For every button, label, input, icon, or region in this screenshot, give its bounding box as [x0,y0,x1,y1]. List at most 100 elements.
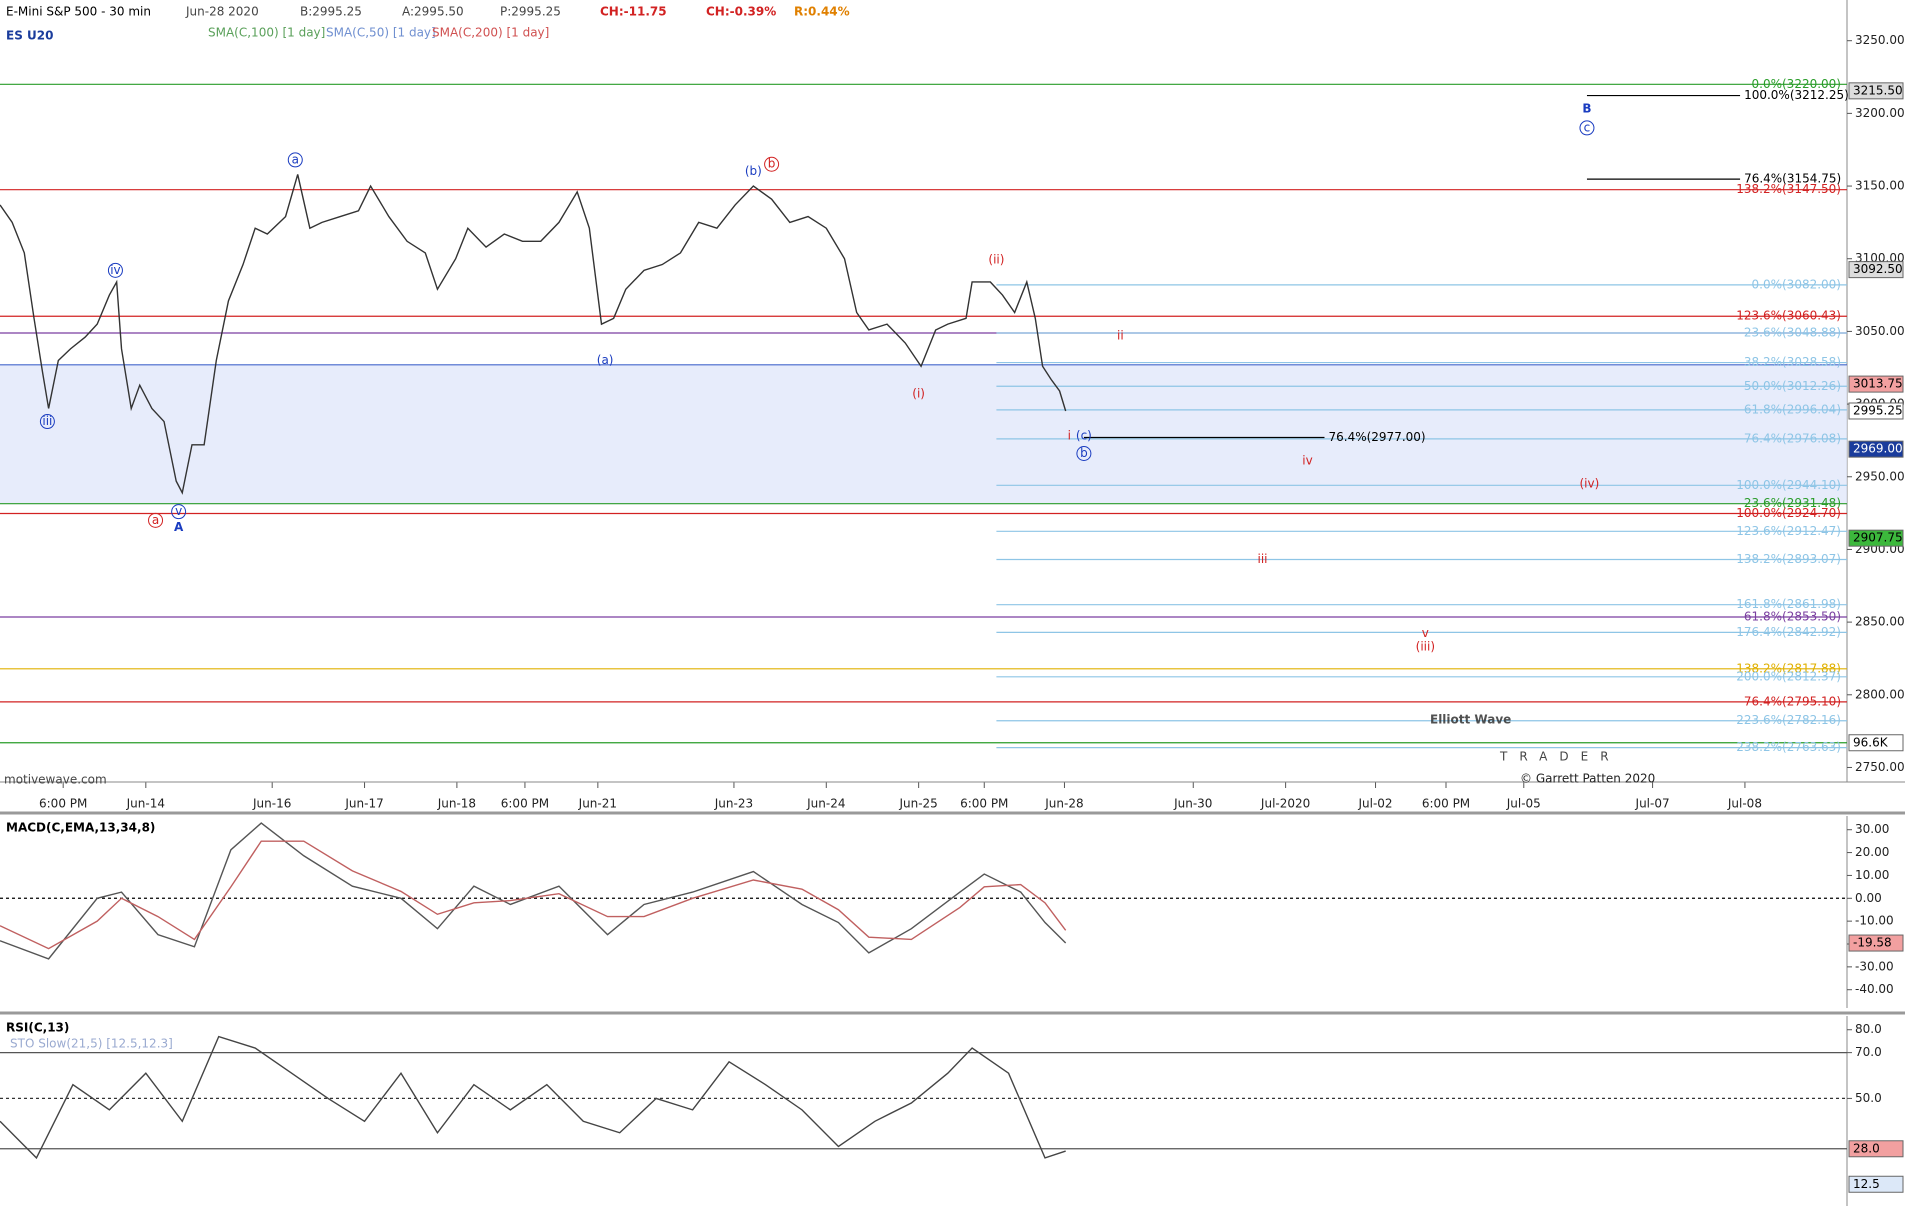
price-tag [1848,1175,1904,1193]
quote-info: CH:-11.75 [600,5,667,19]
wave-label: A [174,520,184,534]
wave-circle [287,152,303,168]
level-label: 76.4%(2976.08) [1744,431,1841,445]
wave-label: iii [42,414,52,428]
level-label: 176.4%(2842.92) [1736,625,1841,639]
x-tick-label: Jun-24 [806,797,845,811]
price-tag [1848,529,1904,547]
y-tick-label: -40.00 [1855,982,1894,996]
x-tick-label: Jul-02 [1357,797,1392,811]
x-tick-label: 6:00 PM [501,797,549,811]
wave-circle [148,512,164,528]
chart-title: E-Mini S&P 500 - 30 min [6,5,151,19]
level-label: 100.0%(2944.10) [1736,478,1841,492]
wave-label: (i) [912,386,925,400]
wave-label: c [1584,120,1591,134]
x-tick-label: 6:00 PM [1422,797,1470,811]
level-label: 23.6%(3048.88) [1744,326,1841,340]
symbol: ES U20 [6,29,53,43]
price-tag-label: 28.0 [1853,1141,1880,1155]
study-label: SMA(C,100) [1 day] [208,26,325,40]
wave-label: (iii) [1416,639,1435,653]
study-label: SMA(C,200) [1 day] [432,26,549,40]
level-label: 23.6%(2931.48) [1744,496,1841,510]
quote-info: B:2995.25 [300,5,362,19]
wave-circle [107,262,123,278]
wave-circle [1076,446,1092,462]
x-tick-label: Jun-28 [1044,797,1083,811]
quote-info: A:2995.50 [402,5,464,19]
x-tick-label: Jun-16 [252,797,291,811]
price-tag-label: 3215.50 [1853,83,1903,97]
level-label: 200.0%(2812.37) [1736,669,1841,683]
x-tick-label: 6:00 PM [39,797,87,811]
wave-label: (c) [1076,429,1092,443]
x-tick-label: Jun-21 [578,797,617,811]
level-label: 76.4%(2795.10) [1744,694,1841,708]
level-label: 161.8%(2861.98) [1736,597,1841,611]
x-tick-label: Jun-23 [714,797,753,811]
price-tag [1848,734,1904,752]
level-label: 123.6%(3060.43) [1736,309,1841,323]
x-tick-label: Jul-07 [1635,797,1670,811]
x-tick-label: Jun-17 [344,797,383,811]
credit: motivewave.com [4,773,107,787]
price-tag [1848,1140,1904,1158]
x-tick-label: Jul-05 [1506,797,1541,811]
wave-label: v [1422,626,1429,640]
level-label: 138.2%(3147.50) [1736,182,1841,196]
price-tag-label: 3013.75 [1853,377,1903,391]
shaded-zone [0,364,1847,504]
y-tick-label: 3250.00 [1855,33,1905,47]
level-label: 38.2%(3028.58) [1744,355,1841,369]
price-tag-label: 2907.75 [1853,531,1903,545]
panel-title: MACD(C,EMA,13,34,8) [6,821,155,835]
price-tag [1848,82,1904,100]
price-tag [1848,934,1904,952]
y-tick-label: -10.00 [1855,914,1894,928]
y-tick-label: 50.0 [1855,1091,1882,1105]
level-label: 123.6%(2912.47) [1736,524,1841,538]
price-tag-label: 12.5 [1853,1177,1880,1191]
wave-label: (iv) [1579,477,1599,491]
wave-circle [171,504,187,520]
wave-label: a [292,152,299,166]
level-label: 76.4%(2977.00) [1328,430,1425,444]
y-tick-label: 3150.00 [1855,179,1905,193]
y-tick-label: 3200.00 [1855,106,1905,120]
level-label: 238.2%(2763.63) [1736,740,1841,754]
wave-circle [764,156,780,172]
watermark: Elliott Wave [1430,713,1511,727]
price-tag [1848,402,1904,420]
x-tick-label: 6:00 PM [960,797,1008,811]
y-tick-label: 20.00 [1855,845,1889,859]
panel-subtitle: STO Slow(21,5) [12.5,12.3] [10,1037,173,1051]
quote-info: P:2995.25 [500,5,561,19]
y-tick-label: 80.0 [1855,1022,1882,1036]
price-line [0,174,1067,495]
wave-circle [1579,120,1595,136]
level-label: 50.0%(3012.26) [1744,379,1841,393]
x-tick-label: Jul-08 [1727,797,1762,811]
level-label: 61.8%(2996.04) [1744,402,1841,416]
level-label: 0.0%(3082.00) [1752,277,1841,291]
wave-label: b [768,157,776,171]
price-tag [1848,440,1904,458]
price-tag-label: 96.6K [1853,735,1889,749]
quote-info: CH:-0.39% [706,5,776,19]
wave-label: iii [1258,552,1268,566]
level-label: 100.0%(2924.70) [1736,506,1841,520]
y-tick-label: 3050.00 [1855,324,1905,338]
y-tick-label: 2950.00 [1855,469,1905,483]
wave-label: i [1068,429,1071,443]
copyright: © Garrett Patten 2020 [1520,772,1655,786]
wave-label: a [152,513,159,527]
y-tick-label: 0.00 [1855,891,1882,905]
wave-label: v [175,504,182,518]
price-tag-label: 2969.00 [1853,442,1903,456]
price-tag-label: 2995.25 [1853,403,1903,417]
wave-label: (ii) [988,253,1004,267]
price-line [0,1035,1066,1160]
wave-label: (b) [745,164,762,178]
